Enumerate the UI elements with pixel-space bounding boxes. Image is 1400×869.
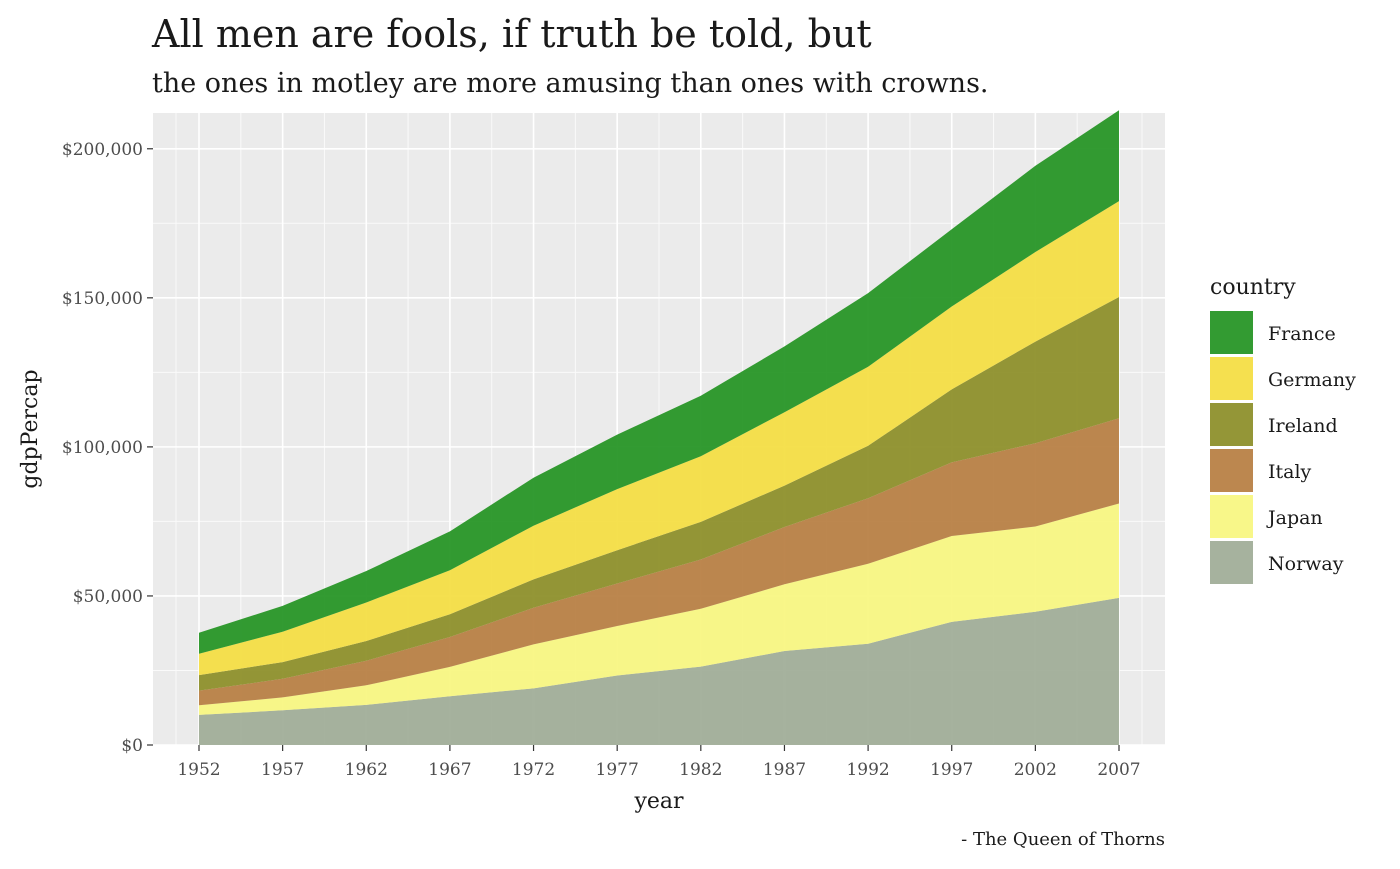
area-series-italy [199, 418, 1119, 706]
x-tick-label: 1987 [763, 760, 806, 780]
x-tick-label: 1982 [679, 760, 722, 780]
legend-label-italy: Italy [1268, 461, 1312, 483]
x-tick-label: 1957 [261, 760, 304, 780]
y-tick-label: $150,000 [62, 289, 143, 309]
area-series-japan [199, 503, 1119, 715]
legend-swatch-france [1210, 311, 1253, 354]
area-series-norway [199, 597, 1119, 745]
x-tick-label: 1962 [345, 760, 388, 780]
legend-title: country [1210, 275, 1296, 300]
legend: country France Germany Ireland Italy Japan No… [1210, 275, 1356, 584]
legend-label-ireland: Ireland [1268, 415, 1338, 437]
x-tick-label: 1952 [177, 760, 220, 780]
legend-swatch-norway [1210, 541, 1253, 584]
y-tick-label: $100,000 [62, 438, 143, 458]
x-tick-label: 2002 [1014, 760, 1057, 780]
x-tick-label: 1972 [512, 760, 555, 780]
x-tick-label: 2007 [1097, 760, 1140, 780]
x-tick-label: 1992 [846, 760, 889, 780]
x-tick-label: 1997 [930, 760, 973, 780]
x-tick-label: 1977 [596, 760, 639, 780]
y-tick-label: $200,000 [62, 140, 143, 160]
chart-caption: - The Queen of Thorns [961, 829, 1165, 850]
legend-swatch-ireland [1210, 403, 1253, 446]
y-axis-label: gdpPercap [18, 369, 43, 488]
legend-label-japan: Japan [1266, 507, 1323, 529]
legend-label-france: France [1268, 323, 1336, 345]
legend-label-germany: Germany [1268, 369, 1356, 391]
y-tick-label: $0 [121, 736, 143, 756]
chart-title: All men are fools, if truth be told, but [151, 12, 872, 56]
legend-swatch-japan [1210, 495, 1253, 538]
axis-layer: $0 $50,000 $100,000 $150,000 $200,000 1952 195… [62, 140, 1141, 780]
legend-label-norway: Norway [1268, 553, 1344, 575]
y-tick-label: $50,000 [73, 587, 143, 607]
legend-swatch-germany [1210, 357, 1253, 400]
chart-subtitle: the ones in motley are more amusing than… [152, 68, 989, 99]
area-layer [199, 110, 1119, 745]
x-tick-label: 1967 [428, 760, 471, 780]
x-axis-label: year [633, 789, 684, 814]
legend-swatch-italy [1210, 449, 1253, 492]
legend-items: France Germany Ireland Italy Japan Norway [1210, 311, 1356, 584]
